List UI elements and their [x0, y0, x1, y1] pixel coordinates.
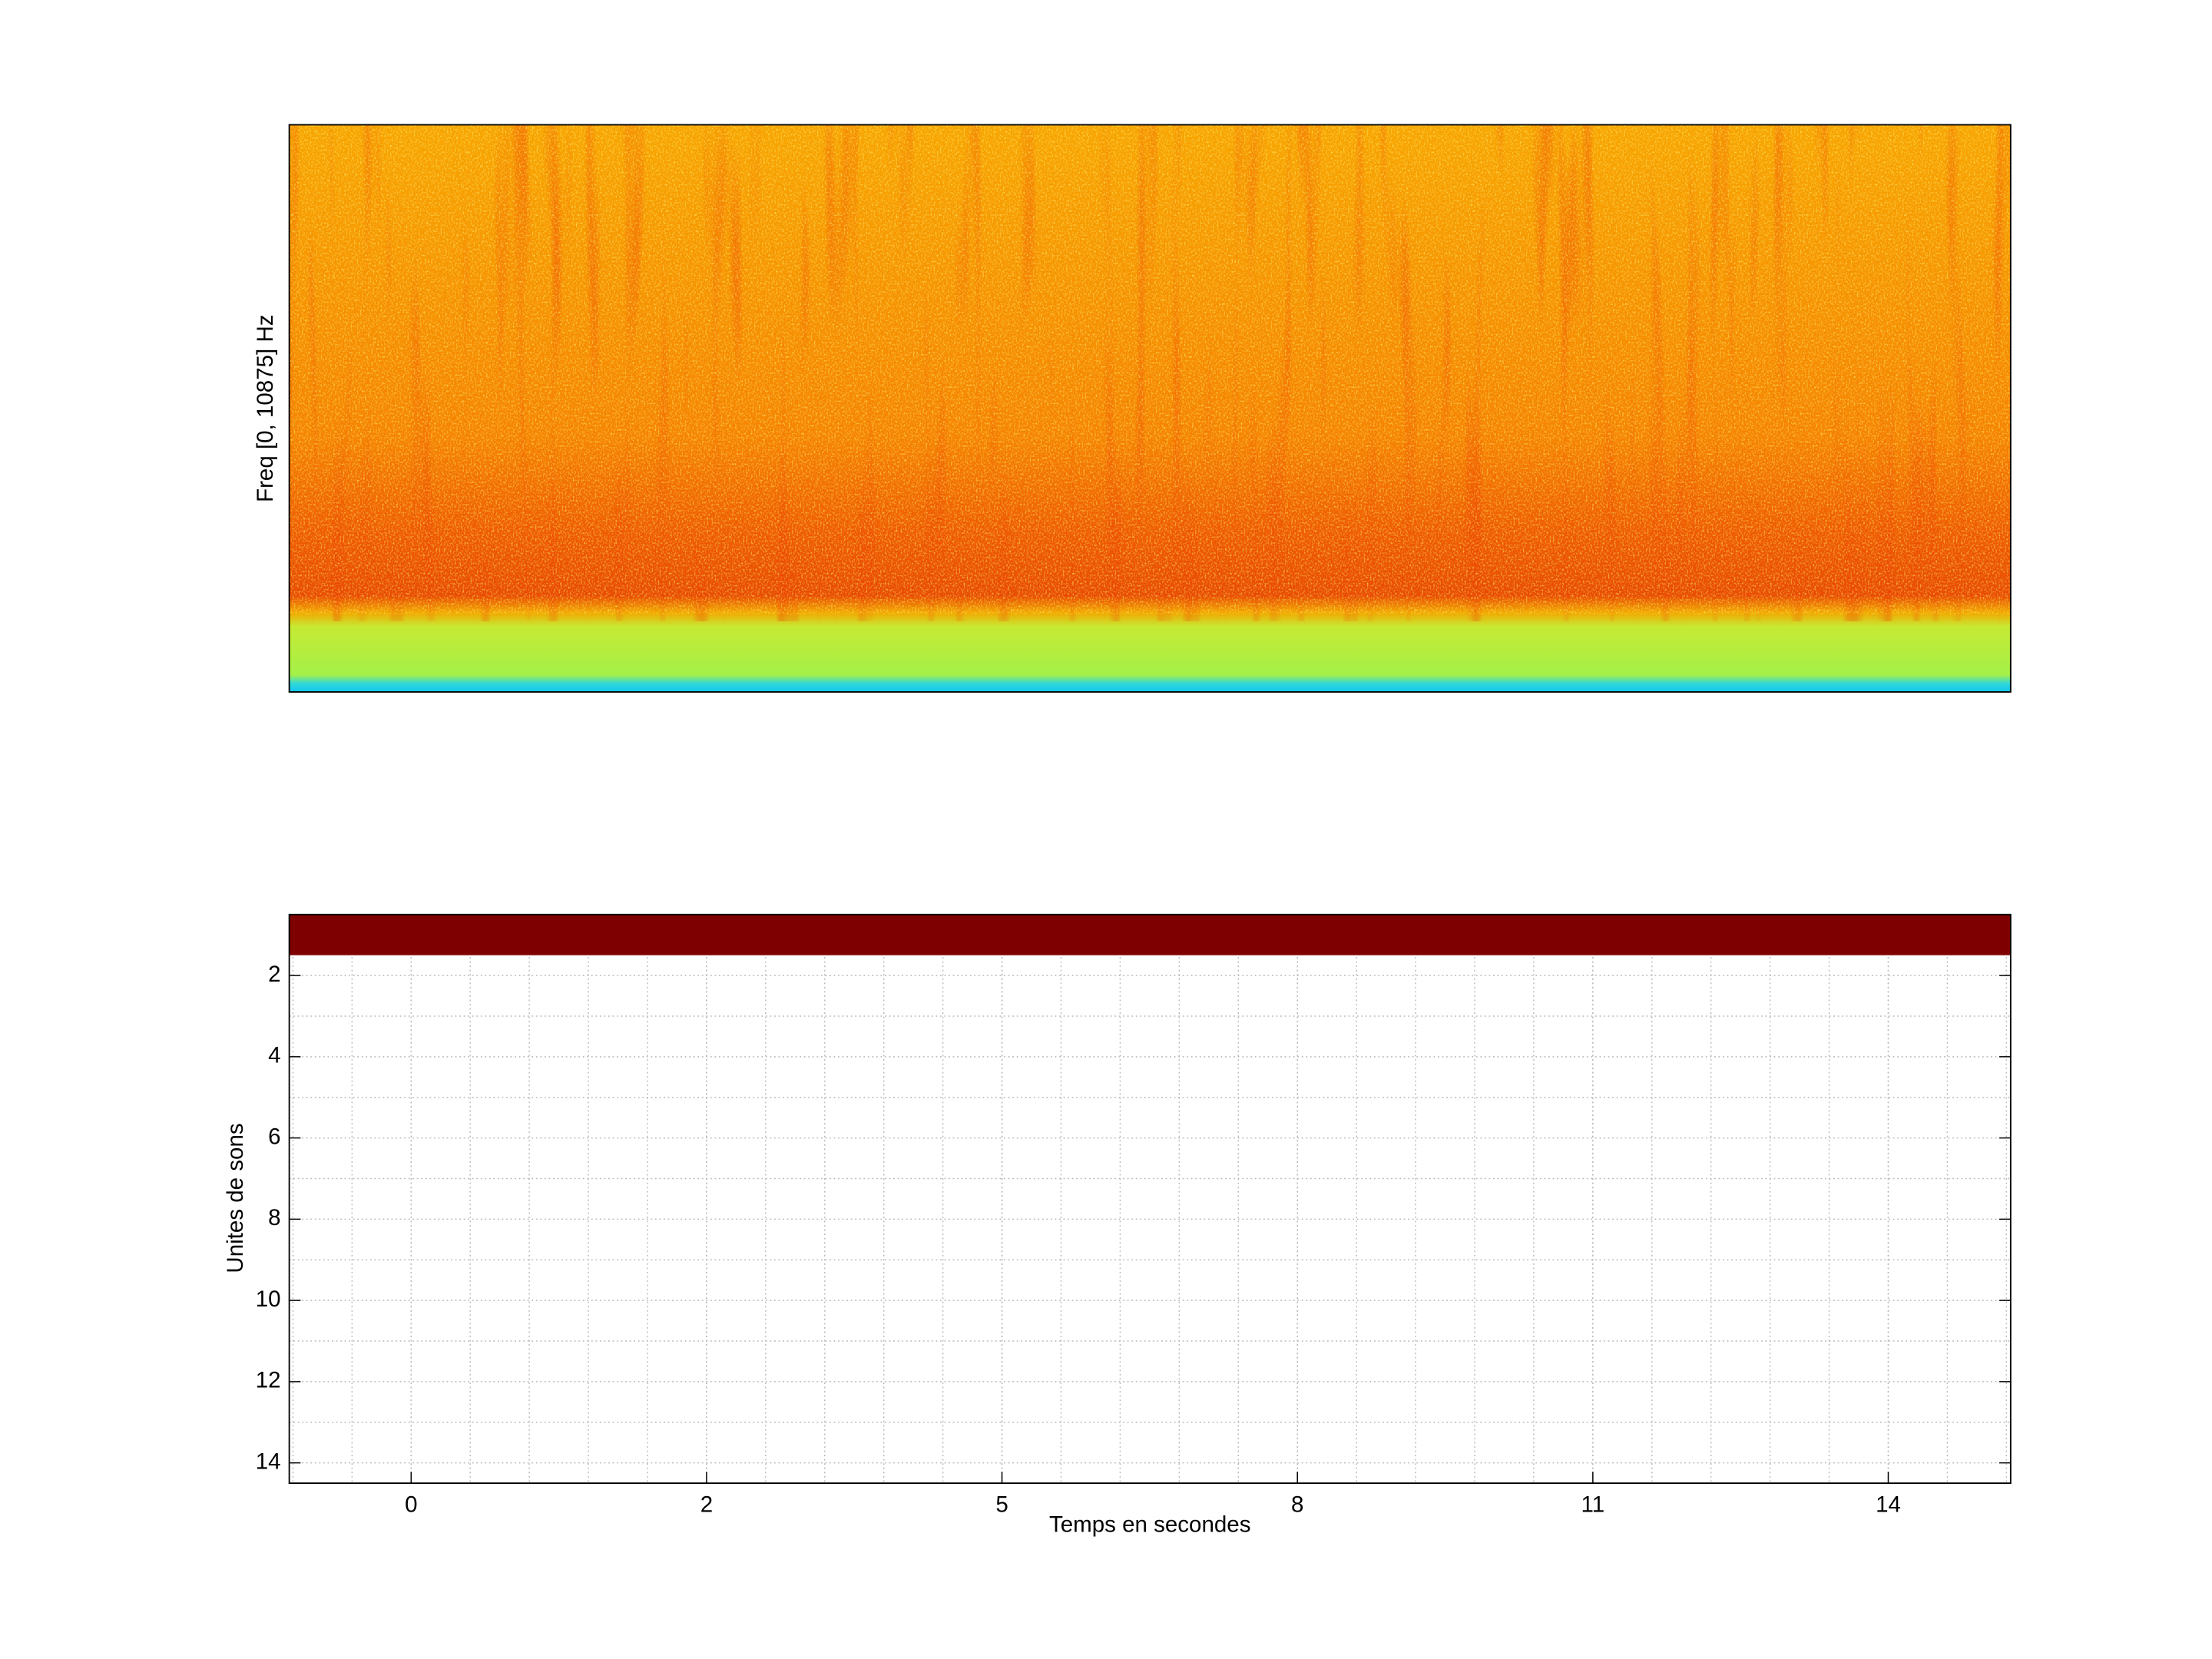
x-tick-label: 14 — [1876, 1492, 1901, 1517]
axes-frame — [288, 124, 2012, 693]
y-tick-label: 10 — [256, 1286, 281, 1312]
y-tick-label: 14 — [256, 1449, 281, 1474]
y-tick-label: 2 — [268, 962, 280, 987]
y-tick-label: 12 — [256, 1368, 281, 1393]
units-axes: Temps en secondes Unites de sons 0 2 5 8 11 1… — [223, 913, 2012, 1537]
y-tick-label: 4 — [268, 1043, 280, 1068]
y-tick-label: 6 — [268, 1124, 280, 1149]
x-axis-label: Temps en secondes — [1049, 1512, 1251, 1537]
x-tick-label: 0 — [405, 1492, 417, 1517]
x-tick-label: 2 — [700, 1492, 713, 1517]
unit-segment — [289, 914, 2011, 955]
y-tick-label: 8 — [268, 1205, 280, 1230]
axes-frame — [288, 913, 2012, 1484]
y-axis-label: Freq [0, 10875] Hz — [253, 314, 278, 502]
x-tick-label: 5 — [995, 1492, 1008, 1517]
x-tick-label: 11 — [1581, 1492, 1605, 1517]
x-tick-label: 8 — [1291, 1492, 1303, 1517]
spectrogram-axes: Freq [0, 10875] Hz — [253, 124, 2012, 693]
y-axis-label: Unites de sons — [223, 1123, 248, 1273]
spectrogram-noise — [289, 124, 2011, 614]
